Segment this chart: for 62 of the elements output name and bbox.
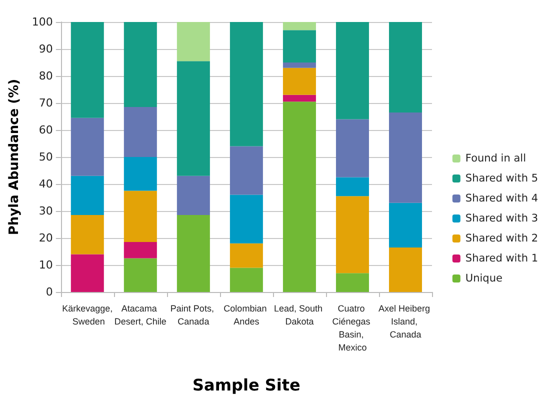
y-tick-label: 100 [32,16,53,28]
legend-label: Found in all [465,152,526,164]
bar [282,62,316,68]
bar [336,177,369,196]
bar [336,273,369,292]
legend-label: Shared with 3 [465,212,538,224]
x-tick-label: Kärkevagge, Sweden [62,304,113,326]
bar [70,215,104,254]
legend-label: Shared with 1 [465,252,538,264]
x-tick-label: Paint Pots, Canada [170,304,216,326]
bar [124,242,157,258]
y-tick-label: 20 [38,232,53,244]
bar [70,118,104,176]
legend-label: Unique [465,272,502,284]
y-tick-label: 90 [38,42,53,56]
y-tick-label: 80 [38,70,53,82]
bar [282,22,316,30]
bar [70,22,104,118]
bar [176,61,210,176]
bar [388,22,422,112]
bar [336,22,369,120]
bar [282,102,316,292]
legend-label: Shared with 4 [465,192,538,204]
bar [388,202,422,248]
bar [124,157,157,191]
x-tick-label: Cuatro Ciénegas Basin, Mexico [332,304,373,352]
bar [124,258,157,292]
bar [70,176,104,216]
bar [282,94,316,102]
y-tick-label: 50 [38,150,53,164]
y-tick-label: 70 [38,96,53,110]
bar [176,215,210,292]
bar [124,22,157,108]
bar [388,112,422,203]
legend-label: Shared with 2 [465,232,538,244]
x-tick-label: Colombian Andes [224,304,270,326]
bar [336,196,369,274]
bar [124,107,157,157]
y-tick-label: 10 [38,258,53,272]
x-tick-label: Atacama Desert, Chile [114,304,166,326]
bar [230,146,263,195]
y-axis-title: Phyla Abundance (%) [7,78,22,236]
bar [124,190,157,242]
bar [230,243,263,268]
bar [176,176,210,216]
x-tick-label: Axel Heiberg Island, Canada [378,304,433,340]
bar [282,30,316,62]
bar [176,22,210,62]
y-tick-label: 40 [38,178,53,190]
legend-label: Shared with 5 [465,172,538,184]
x-axis-title: Sample Site [192,376,301,394]
bar [388,247,422,292]
bar [70,254,104,292]
y-tick-label: 30 [38,204,53,218]
bar [230,194,263,244]
x-tick-label: Lead, South Dakota [274,304,325,326]
bar [282,68,316,95]
bar [230,268,263,292]
bar [336,119,369,178]
bar [230,22,263,146]
y-tick-label: 0 [46,286,53,298]
y-tick-label: 60 [38,124,53,136]
